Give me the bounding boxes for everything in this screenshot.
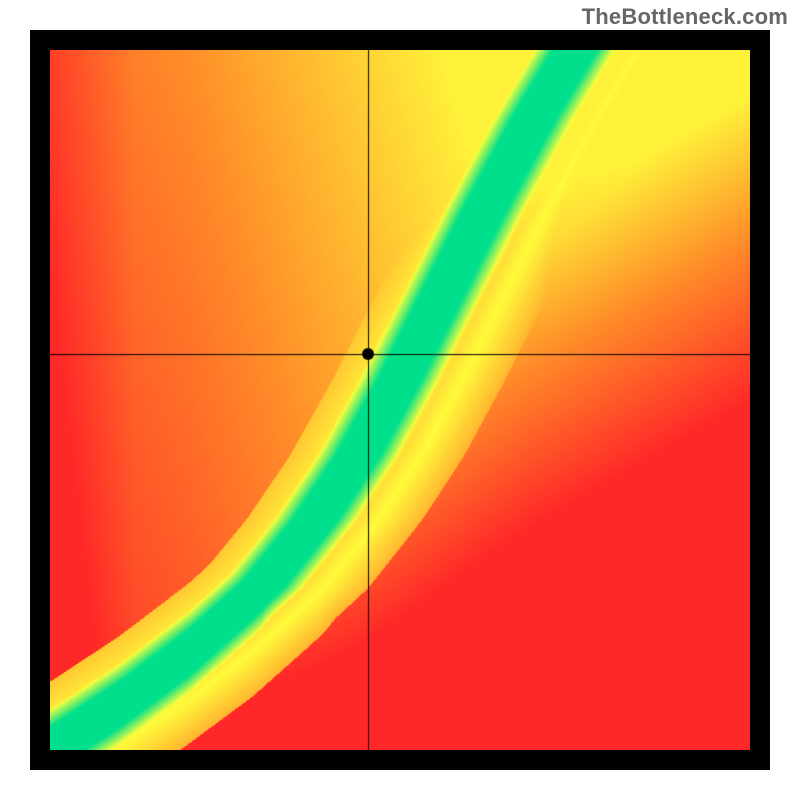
watermark-text: TheBottleneck.com — [582, 4, 788, 30]
heatmap-canvas — [50, 50, 750, 750]
chart-frame — [30, 30, 770, 770]
chart-container: TheBottleneck.com — [0, 0, 800, 800]
